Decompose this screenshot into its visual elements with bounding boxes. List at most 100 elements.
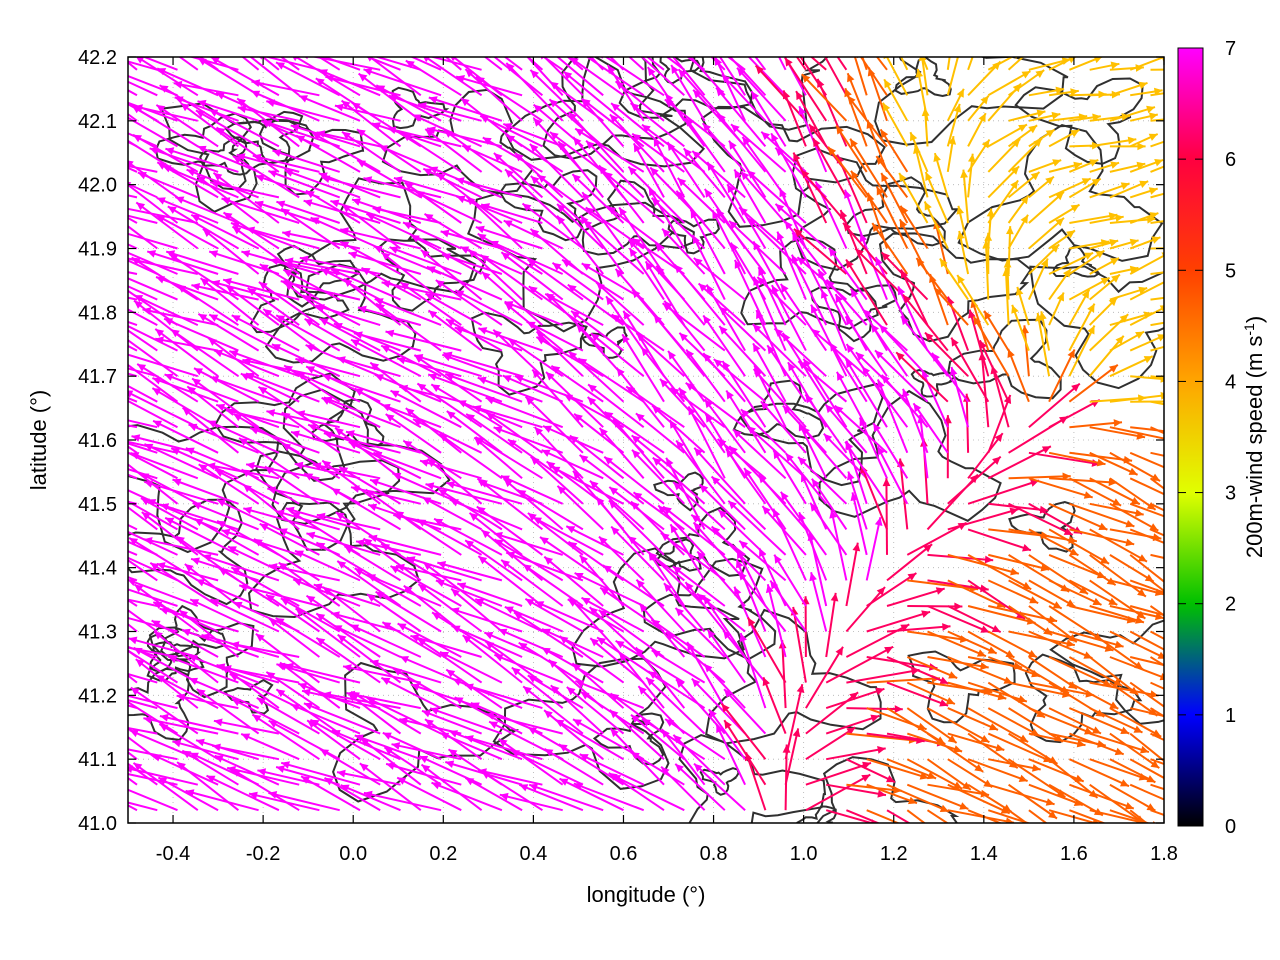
wind-vector-head [174, 96, 184, 104]
wind-vector-head [984, 555, 994, 564]
wind-vector-shaft [170, 328, 239, 378]
wind-vector-shaft [947, 508, 1019, 531]
wind-vector-shaft [987, 630, 1038, 659]
wind-vector-shaft [866, 732, 925, 743]
wind-vector-shaft [280, 597, 341, 633]
wind-vector-shaft [805, 646, 844, 709]
wind-vector-head [316, 130, 326, 138]
wind-vector-shaft [207, 337, 260, 377]
wind-vector-head [155, 336, 164, 345]
wind-vector-shaft [641, 123, 706, 173]
wind-vector-head [422, 710, 431, 718]
wind-vector-shaft [737, 571, 787, 633]
wind-vector-shaft [351, 101, 422, 148]
wind-vector-head [410, 634, 420, 642]
wind-vector-head [670, 388, 680, 396]
wind-vector-head [243, 506, 253, 515]
wind-vector-shaft [180, 102, 239, 148]
wind-vector-shaft [425, 483, 503, 505]
wind-vector-shaft [197, 313, 260, 352]
wind-vector-head [590, 333, 600, 342]
wind-vector-head [263, 119, 273, 128]
wind-vector-head [192, 502, 202, 510]
wind-vector-head [159, 85, 169, 93]
wind-vector-head [134, 295, 144, 303]
wind-vector-head [715, 57, 723, 66]
wind-vector-head [90, 357, 99, 365]
wind-vector-shaft [845, 623, 910, 658]
wind-vector-head [486, 412, 496, 421]
wind-vector-head [129, 537, 139, 546]
wind-vector-head [372, 206, 382, 214]
wind-vector-head [63, 553, 72, 560]
wind-vector-head [379, 42, 388, 49]
wind-vector-head [948, 671, 958, 679]
wind-vector-head [782, 332, 791, 342]
wind-vector-shaft [849, 138, 888, 198]
wind-vector-head [1010, 180, 1019, 190]
wind-vector-head [568, 351, 578, 360]
wind-vector-head [847, 471, 855, 481]
wind-vector-shaft [489, 240, 564, 275]
wind-vector-head [948, 33, 956, 42]
wind-vector-head [1146, 775, 1156, 783]
wind-vector-shaft [128, 289, 179, 326]
wind-vector-head [504, 301, 514, 309]
wind-vector-head [1125, 538, 1135, 547]
wind-vector-head [729, 220, 738, 230]
wind-vector-head [939, 676, 949, 684]
wind-vector-head [119, 351, 128, 358]
wind-vector-shaft [128, 649, 179, 684]
wind-vector-head [108, 390, 117, 397]
wind-vector-head [476, 76, 485, 85]
wind-vector-shaft [435, 279, 503, 326]
wind-vector-head [664, 583, 673, 592]
wind-vector-shaft [612, 418, 665, 479]
wind-vector-shaft [154, 328, 219, 377]
wind-vector-shaft [1109, 605, 1164, 620]
wind-vector-shaft [164, 516, 239, 556]
wind-vector-head [251, 90, 261, 98]
wind-vector-head [623, 310, 631, 320]
wind-vector-shaft [621, 333, 665, 403]
wind-vector-head [655, 243, 664, 252]
wind-vector-head [957, 230, 965, 240]
wind-vector-shaft [872, 422, 909, 479]
wind-vector-head [953, 103, 962, 113]
wind-vector-head [337, 634, 347, 643]
wind-vector-shaft [569, 434, 625, 480]
wind-vector-head [182, 407, 192, 416]
wind-vector-shaft [609, 113, 665, 173]
wind-vector-head [320, 749, 330, 757]
wind-vector-head [1146, 215, 1156, 224]
wind-vector-shaft [1011, 304, 1030, 351]
wind-vector-head [405, 408, 415, 417]
wind-vector-shaft [618, 206, 665, 275]
wind-vector-head [399, 17, 408, 25]
wind-vector-shaft [249, 427, 320, 454]
wind-vector-head [702, 123, 711, 132]
wind-vector-shaft [128, 726, 158, 735]
wind-vector-head [480, 115, 490, 123]
wind-vector-head [1045, 798, 1055, 806]
wind-vector-head [645, 261, 654, 271]
wind-vector-head [291, 430, 300, 438]
wind-vector-shaft [130, 686, 199, 735]
wind-vector-head [69, 57, 78, 64]
wind-vector-head [630, 46, 639, 54]
wind-vector-head [558, 141, 567, 151]
wind-vector-head [748, 218, 757, 227]
wind-vector-head [449, 730, 458, 738]
wind-vector-head [343, 664, 352, 672]
wind-vector-head [691, 514, 701, 523]
x-tick-label: -0.2 [246, 843, 280, 865]
wind-vector-shaft [685, 349, 726, 403]
wind-vector-head [587, 397, 597, 406]
wind-vector-head [542, 44, 551, 52]
wind-vector-head [216, 499, 226, 507]
wind-vector-head [852, 542, 861, 552]
wind-vector-head [442, 253, 451, 261]
contour-line [874, 57, 1069, 146]
wind-vector-shaft [610, 525, 665, 582]
wind-vector-shaft [926, 732, 984, 773]
